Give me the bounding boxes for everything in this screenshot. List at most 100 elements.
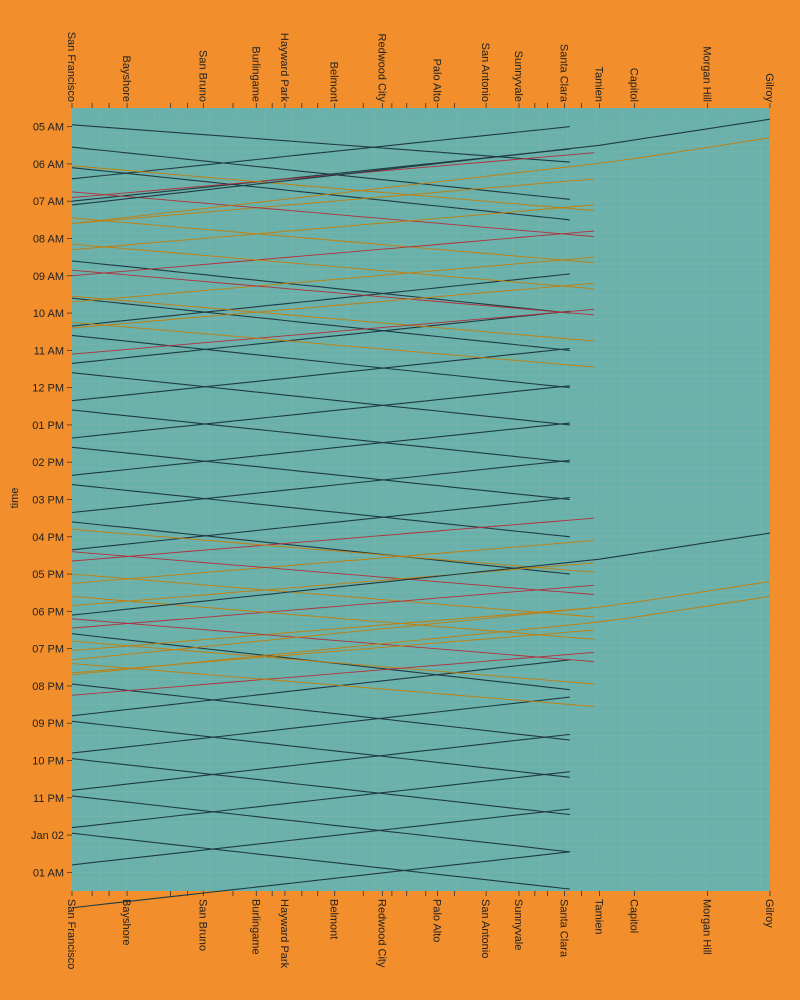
time-tick-label: 10 PM (32, 756, 64, 768)
station-label-bottom: Morgan Hill (701, 899, 713, 955)
train-line (71, 165, 595, 211)
train-line (71, 683, 570, 741)
station-label-bottom: Capitol (627, 899, 639, 933)
station-label-top: Bayshore (120, 56, 132, 102)
train-line (71, 217, 595, 264)
train-line (71, 269, 595, 316)
time-tick-label: 01 AM (33, 867, 64, 879)
time-tick-label: 02 PM (32, 457, 64, 469)
train-line (71, 795, 570, 853)
station-label-top: Gilroy (763, 73, 775, 102)
time-tick-label: 05 AM (33, 122, 64, 134)
station-labels-bottom: San Francisco Bayshore San Bruno Burlingame… (65, 899, 775, 969)
train-line (71, 334, 570, 389)
station-label-top: Tamien (592, 67, 604, 102)
train-line (71, 532, 771, 616)
station-label-bottom: Bayshore (120, 899, 132, 945)
time-tick-label: 09 AM (33, 271, 64, 283)
train-line (71, 484, 570, 538)
station-label-bottom: Burlingame (249, 899, 261, 955)
train-line (71, 297, 570, 351)
time-tick-label: 06 AM (33, 159, 64, 171)
train-line (71, 256, 595, 303)
train-line (71, 720, 570, 778)
time-tick-label: Jan 02 (31, 830, 64, 842)
train-line (71, 521, 570, 575)
train-line (71, 126, 570, 180)
train-line (71, 310, 570, 364)
train-line (71, 230, 595, 277)
train-line (71, 167, 570, 221)
y-axis-label: time (9, 488, 21, 509)
train-line (71, 517, 595, 562)
station-labels-top: San Francisco Bayshore San Bruno Burlingame… (65, 32, 775, 103)
train-line (71, 851, 570, 909)
train-line (71, 640, 595, 685)
time-tick-label: 04 PM (32, 532, 64, 544)
time-tick-label: 11 AM (34, 345, 64, 357)
train-line (71, 118, 771, 206)
time-tick-label: 01 PM (32, 420, 64, 432)
train-line (71, 385, 570, 439)
train-line (71, 459, 570, 514)
train-line (71, 124, 570, 163)
station-label-bottom: Belmont (328, 899, 340, 939)
time-tick-label: 06 PM (32, 606, 64, 618)
train-line (71, 771, 570, 829)
time-tick-label: 11 PM (33, 793, 64, 805)
station-label-top: Capitol (627, 68, 639, 102)
station-label-bottom: San Antonio (479, 899, 491, 958)
time-axis: 05 AM 06 AM 07 AM 08 AM 09 AM 10 AM 11 AM 12 PM… (31, 122, 72, 879)
train-line (71, 651, 595, 696)
station-label-top: Hayward Park (278, 33, 290, 103)
station-label-bottom: Gilroy (763, 899, 775, 928)
train-line (71, 832, 570, 890)
station-label-bottom: Santa Clara (558, 899, 570, 958)
train-lines (71, 118, 771, 909)
station-label-top: Sunnyvale (512, 51, 524, 102)
train-line (71, 659, 570, 717)
station-label-bottom: San Francisco (65, 899, 77, 969)
train-line (71, 540, 595, 584)
station-label-top: Burlingame (249, 46, 261, 102)
station-label-bottom: Sunnyvale (512, 899, 524, 950)
train-line (71, 243, 595, 290)
train-line (71, 808, 570, 866)
train-line (71, 282, 595, 329)
train-line (71, 372, 570, 426)
train-line (71, 137, 771, 225)
train-line (71, 178, 595, 225)
station-label-top: Redwood City (375, 34, 387, 103)
train-line (71, 551, 595, 596)
train-line (71, 581, 771, 661)
train-line (71, 260, 570, 314)
train-line (71, 595, 595, 640)
time-tick-label: 08 PM (32, 681, 64, 693)
train-line (71, 446, 570, 501)
station-label-bottom: Palo Alto (430, 899, 442, 942)
train-line (71, 696, 570, 754)
station-label-bottom: Tamien (592, 899, 604, 934)
train-line (71, 733, 570, 791)
train-line (71, 191, 595, 238)
train-line (71, 273, 570, 327)
station-label-top: Santa Clara (558, 44, 570, 103)
time-tick-label: 03 PM (32, 495, 64, 507)
time-tick-label: 10 AM (33, 308, 64, 320)
time-tick-label: 05 PM (32, 569, 64, 581)
train-line (71, 618, 595, 663)
train-line (71, 573, 595, 618)
time-tick-label: 07 PM (32, 644, 64, 656)
train-line (71, 204, 595, 251)
station-label-top: San Francisco (65, 32, 77, 102)
train-line (71, 321, 595, 368)
train-line (71, 607, 595, 651)
time-tick-label: 12 PM (32, 383, 64, 395)
train-line (71, 663, 595, 707)
station-label-top: Palo Alto (430, 59, 442, 102)
train-line (71, 295, 595, 342)
time-tick-label: 09 PM (32, 718, 64, 730)
station-label-top: San Bruno (196, 50, 208, 102)
station-ticks (71, 103, 771, 896)
